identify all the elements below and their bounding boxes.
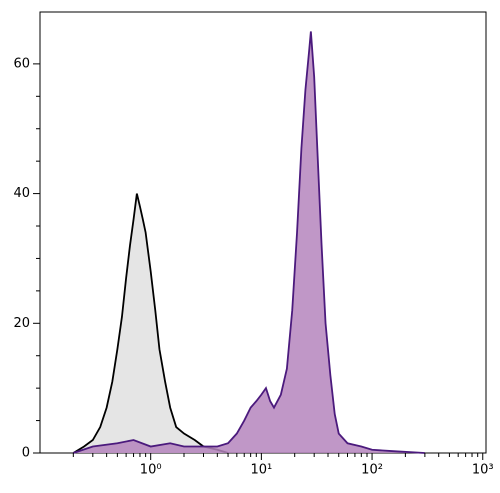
x-tick-label: 10² xyxy=(361,463,383,478)
y-tick-label: 40 xyxy=(13,186,30,201)
plot-frame xyxy=(39,11,487,454)
x-tick-label: 10¹ xyxy=(250,463,272,478)
y-tick-label: 20 xyxy=(13,316,30,331)
histogram-area xyxy=(73,31,425,454)
histogram-area xyxy=(72,193,229,454)
x-tick-label: 10⁰ xyxy=(140,463,162,478)
y-tick-label: 60 xyxy=(13,56,30,71)
y-tick-label: 0 xyxy=(22,446,30,461)
x-tick-label: 10³ xyxy=(472,463,494,478)
